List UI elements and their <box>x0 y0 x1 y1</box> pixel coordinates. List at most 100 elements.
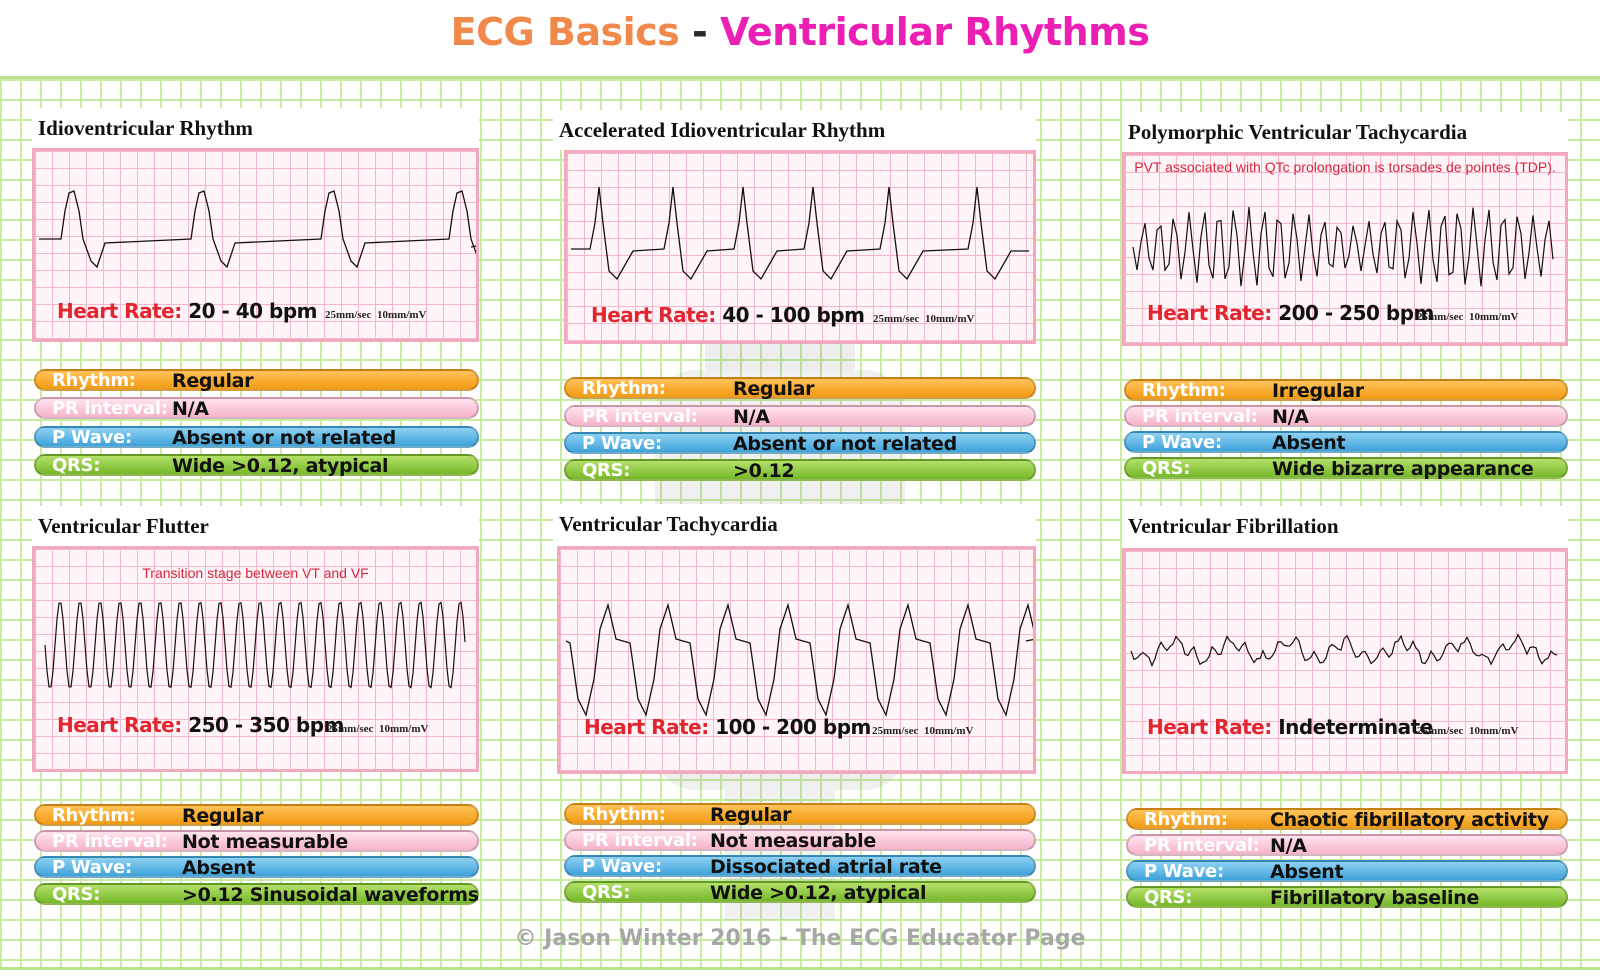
panel-title: Ventricular Tachycardia <box>553 504 1036 546</box>
p-wave-value: Absent or not related <box>172 427 396 449</box>
qrs-label: QRS: <box>1142 458 1191 479</box>
heart-rate-label: Heart Rate: <box>1147 301 1272 325</box>
gain: 10mm/mV <box>378 723 429 735</box>
rhythm-value: Irregular <box>1272 380 1364 402</box>
ecg-trace <box>44 601 466 689</box>
rhythm-value: Regular <box>172 370 254 392</box>
rhythm-value: Regular <box>182 805 264 827</box>
qrs-value: Wide >0.12, atypical <box>710 882 927 904</box>
panel-note: PVT associated with QTc prolongation is … <box>1134 159 1556 175</box>
gain: 10mm/mV <box>376 309 427 321</box>
rhythm-label: Rhythm: <box>582 804 666 825</box>
qrs-value: >0.12 Sinusoidal waveforms <box>182 884 479 906</box>
qrs-label: QRS: <box>1144 887 1193 908</box>
pr-interval-label: PR interval: <box>1144 835 1260 856</box>
scale-info: 25mm/sec 10mm/mV <box>1417 311 1518 323</box>
heart-rate-label: Heart Rate: <box>1147 715 1272 739</box>
page-title: ECG Basics - Ventricular Rhythms <box>0 10 1600 54</box>
panel-title: Polymorphic Ventricular Tachycardia <box>1122 112 1568 152</box>
ecg-trace <box>1130 633 1558 668</box>
heart-rate-value: 40 - 100 bpm <box>722 303 865 327</box>
p-wave-pill: P Wave: Absent <box>1124 431 1568 453</box>
ecg-strip: Transition stage between VT and VF Heart… <box>32 546 479 772</box>
rhythm-pill: Rhythm: Regular <box>564 377 1036 399</box>
qrs-value: >0.12 <box>733 460 795 482</box>
p-wave-label: P Wave: <box>1142 432 1222 453</box>
panel-title: Ventricular Flutter <box>32 506 479 546</box>
paper-speed: 25mm/sec <box>873 313 920 325</box>
title-separator: - <box>679 10 721 54</box>
paper-speed: 25mm/sec <box>327 723 374 735</box>
paper-speed: 25mm/sec <box>872 725 919 737</box>
scale-info: 25mm/sec 10mm/mV <box>325 309 426 321</box>
ecg-trace <box>39 190 476 269</box>
gain: 10mm/mV <box>924 313 975 325</box>
rhythm-pill: Rhythm: Regular <box>34 804 479 826</box>
pr-interval-label: PR interval: <box>1142 406 1258 427</box>
qrs-label: QRS: <box>52 884 101 905</box>
rhythm-pill: Rhythm: Regular <box>34 369 479 391</box>
qrs-value: Fibrillatory baseline <box>1270 887 1480 909</box>
pr-interval-pill: PR interval: N/A <box>1124 405 1568 427</box>
pr-interval-label: PR interval: <box>582 830 698 851</box>
p-wave-pill: P Wave: Absent <box>34 856 479 878</box>
rhythm-pill: Rhythm: Irregular <box>1124 379 1568 401</box>
rhythm-label: Rhythm: <box>1144 809 1228 830</box>
gain: 10mm/mV <box>1468 725 1519 737</box>
rhythm-pill: Rhythm: Chaotic fibrillatory activity <box>1126 808 1568 830</box>
heart-rate-label: Heart Rate: <box>584 715 709 739</box>
qrs-label: QRS: <box>582 882 631 903</box>
qrs-pill: QRS: >0.12 <box>564 459 1036 481</box>
heart-rate: Heart Rate: 200 - 250 bpm <box>1147 301 1434 325</box>
scale-info: 25mm/sec 10mm/mV <box>1417 725 1518 737</box>
qrs-value: Wide >0.12, atypical <box>172 455 389 477</box>
paper-speed: 25mm/sec <box>1417 725 1464 737</box>
pr-interval-label: PR interval: <box>52 831 168 852</box>
p-wave-value: Absent <box>1270 861 1344 883</box>
ecg-strip: PVT associated with QTc prolongation is … <box>1122 152 1568 346</box>
scale-info: 25mm/sec 10mm/mV <box>873 313 974 325</box>
p-wave-value: Absent or not related <box>733 433 957 455</box>
ecg-strip: Heart Rate: 40 - 100 bpm 25mm/sec 10mm/m… <box>564 150 1036 344</box>
rhythm-label: Rhythm: <box>1142 380 1226 401</box>
heart-rate-value: 200 - 250 bpm <box>1278 301 1434 325</box>
ecg-strip: Heart Rate: Indeterminate 25mm/sec 10mm/… <box>1122 548 1568 774</box>
panel-title: Ventricular Fibrillation <box>1122 506 1568 548</box>
p-wave-value: Absent <box>1272 432 1346 454</box>
pr-interval-value: N/A <box>733 406 770 428</box>
qrs-pill: QRS: Wide >0.12, atypical <box>34 454 479 476</box>
heart-rate-value: 20 - 40 bpm <box>188 299 318 323</box>
panel-note: Transition stage between VT and VF <box>142 565 369 581</box>
panel-title: Idioventricular Rhythm <box>32 108 479 148</box>
pr-interval-pill: PR interval: N/A <box>1126 834 1568 856</box>
pr-interval-value: Not measurable <box>710 830 876 852</box>
heart-rate: Heart Rate: 20 - 40 bpm <box>57 299 318 323</box>
pr-interval-pill: PR interval: Not measurable <box>564 829 1036 851</box>
pr-interval-value: N/A <box>1272 406 1309 428</box>
p-wave-label: P Wave: <box>52 857 132 878</box>
gain: 10mm/mV <box>923 725 974 737</box>
rhythm-value: Regular <box>710 804 792 826</box>
rhythm-label: Rhythm: <box>52 370 136 391</box>
ecg-strip: Heart Rate: 20 - 40 bpm 25mm/sec 10mm/mV <box>32 148 479 342</box>
heart-rate: Heart Rate: 100 - 200 bpm <box>584 715 871 739</box>
gain: 10mm/mV <box>1468 311 1519 323</box>
heart-rate-label: Heart Rate: <box>591 303 716 327</box>
qrs-label: QRS: <box>582 460 631 481</box>
ecg-trace <box>1132 207 1554 287</box>
paper-speed: 25mm/sec <box>1417 311 1464 323</box>
p-wave-pill: P Wave: Absent <box>1126 860 1568 882</box>
pr-interval-label: PR interval: <box>52 398 168 419</box>
rhythm-value: Regular <box>733 378 815 400</box>
heart-rate: Heart Rate: 40 - 100 bpm <box>591 303 865 327</box>
p-wave-pill: P Wave: Absent or not related <box>564 432 1036 454</box>
pr-interval-value: N/A <box>172 398 209 420</box>
p-wave-label: P Wave: <box>1144 861 1224 882</box>
qrs-pill: QRS: >0.12 Sinusoidal waveforms <box>34 883 479 905</box>
qrs-label: QRS: <box>52 455 101 476</box>
pr-interval-pill: PR interval: N/A <box>564 405 1036 427</box>
heart-rate-value: Indeterminate <box>1278 715 1433 739</box>
p-wave-label: P Wave: <box>582 433 662 454</box>
p-wave-pill: P Wave: Absent or not related <box>34 426 479 448</box>
rhythm-pill: Rhythm: Regular <box>564 803 1036 825</box>
